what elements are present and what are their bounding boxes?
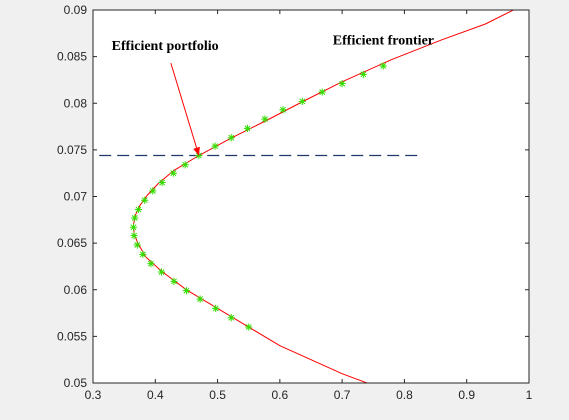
portfolio-point [279, 106, 287, 114]
x-tick-label: 0.3 [85, 388, 102, 402]
y-tick-label: 0.08 [64, 96, 88, 110]
portfolio-point [338, 80, 346, 88]
portfolio-points-layer [129, 62, 387, 331]
annotation-arrow-head [193, 146, 200, 156]
annotation-layer: Efficient portfolio Efficient frontier [112, 34, 434, 156]
plot-area-background [93, 10, 529, 383]
efficient-portfolio-label: Efficient portfolio [112, 39, 219, 54]
portfolio-point [359, 70, 367, 78]
y-tick-label: 0.075 [57, 143, 87, 157]
portfolio-point [149, 187, 157, 195]
portfolio-point [182, 287, 191, 295]
portfolio-point [212, 304, 220, 312]
x-tick-label: 0.6 [272, 388, 289, 402]
portfolio-point [196, 295, 204, 303]
x-tick-label: 0.8 [396, 388, 413, 402]
portfolio-point [227, 134, 235, 142]
x-tick-label: 0.5 [209, 388, 226, 402]
portfolio-point [169, 169, 177, 177]
y-tick-label: 0.065 [57, 236, 87, 250]
portfolio-point [141, 196, 149, 204]
x-tick-label: 0.9 [458, 388, 475, 402]
portfolio-point [147, 260, 155, 268]
portfolio-point [227, 314, 235, 322]
portfolio-point [379, 62, 387, 70]
y-tick-label: 0.07 [64, 190, 88, 204]
portfolio-point [298, 97, 306, 105]
portfolio-point [181, 161, 189, 169]
portfolio-point [129, 223, 138, 231]
y-tick-label: 0.055 [57, 329, 87, 343]
portfolio-point [243, 124, 252, 133]
y-tick-label: 0.09 [64, 3, 88, 17]
x-tick-label: 0.4 [147, 388, 164, 402]
efficient-frontier-label: Efficient frontier [333, 34, 434, 49]
y-tick-label: 0.085 [57, 50, 87, 64]
portfolio-point [211, 142, 219, 150]
portfolio-point [131, 214, 139, 222]
x-tick-label: 0.7 [334, 388, 351, 402]
y-tick-label: 0.05 [64, 376, 88, 390]
portfolio-point [195, 151, 203, 160]
portfolio-point [133, 241, 141, 249]
annotation-arrow-shaft [170, 63, 200, 156]
portfolio-point [157, 268, 166, 276]
portfolio-point [261, 115, 269, 123]
portfolio-point [158, 178, 166, 187]
portfolio-point [130, 232, 138, 240]
x-tick-label: 1 [526, 388, 533, 402]
portfolio-point [134, 205, 143, 214]
portfolio-point [139, 250, 147, 258]
portfolio-point [245, 323, 253, 331]
portfolio-point [170, 277, 178, 285]
axes-layer: 0.3 0.4 0.5 0.6 0.7 0.8 0.9 1 0.05 0.055 0.06 0.065… [57, 3, 533, 402]
y-tick-label: 0.06 [64, 283, 88, 297]
portfolio-point [318, 88, 326, 96]
